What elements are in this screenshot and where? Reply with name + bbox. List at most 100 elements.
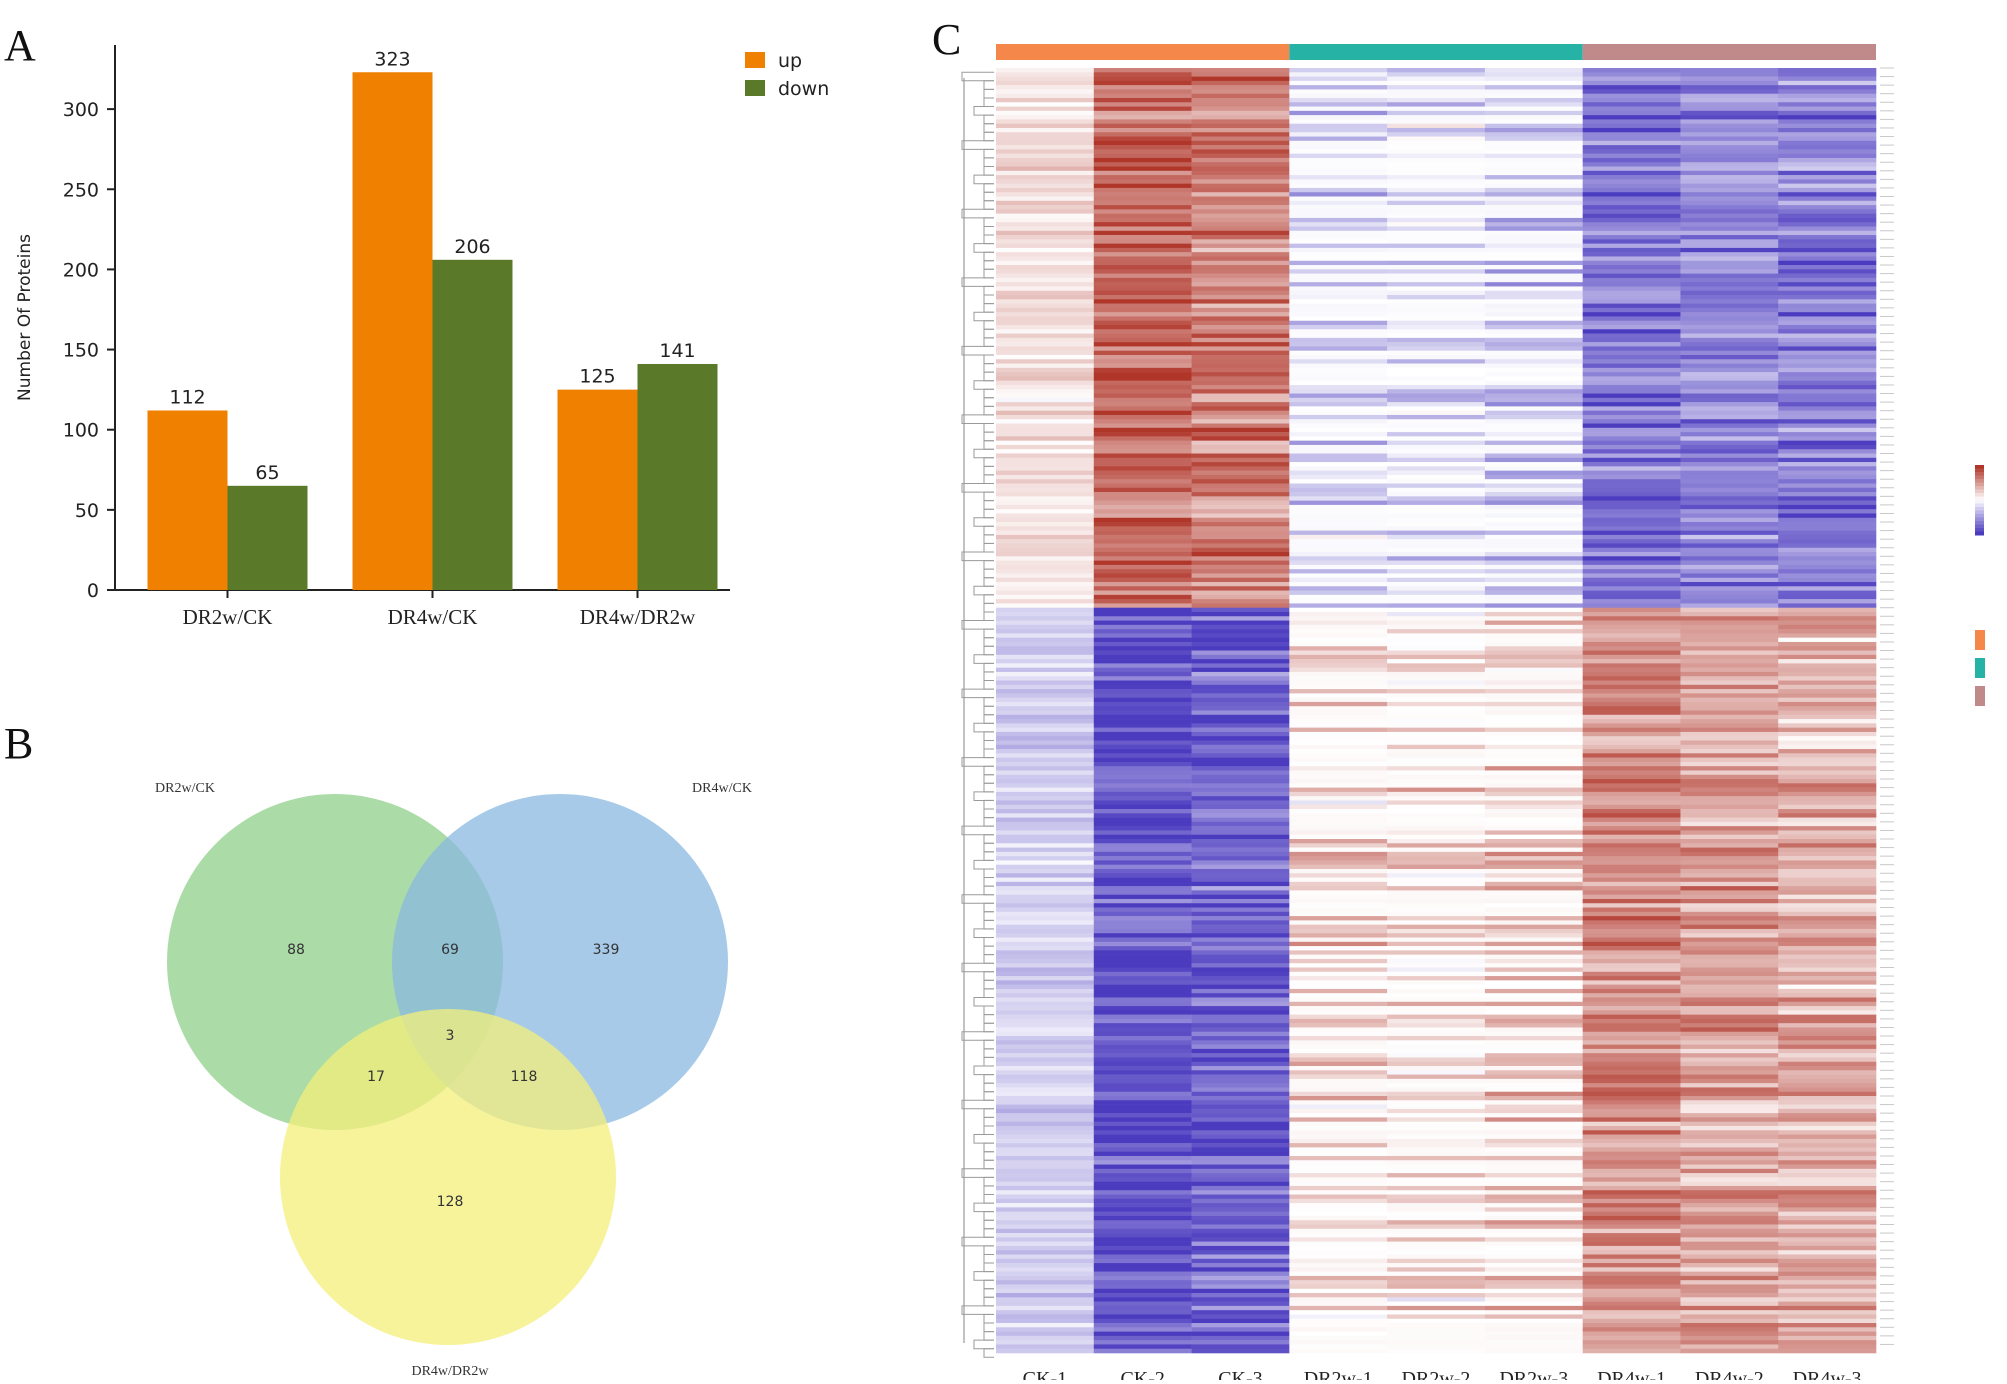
- heatmap-cell: [1484, 1036, 1583, 1041]
- heatmap-cell: [1484, 1121, 1583, 1127]
- heatmap-cell: [1582, 800, 1681, 806]
- heatmap-cell: [1191, 1066, 1290, 1071]
- heatmap-cell: [1093, 1305, 1192, 1311]
- heatmap-cell: [1191, 119, 1290, 124]
- heatmap-cell: [1778, 115, 1877, 120]
- heatmap-cell: [1582, 1164, 1681, 1170]
- heatmap-cell: [1484, 1160, 1583, 1165]
- dendrogram-branch: [973, 106, 994, 116]
- heatmap-cell: [996, 162, 1095, 167]
- dendrogram-branch: [983, 774, 994, 784]
- heatmap-cell: [1582, 1233, 1681, 1238]
- heatmap-cell: [1778, 898, 1877, 904]
- heatmap-cell: [1778, 1066, 1877, 1071]
- heatmap-cell: [1289, 440, 1388, 446]
- heatmap-cell: [1387, 517, 1486, 523]
- heatmap-cell: [1778, 813, 1877, 818]
- heatmap-cell: [1484, 1023, 1583, 1028]
- heatmap-cell: [1191, 1143, 1290, 1148]
- heatmap-cell: [1484, 72, 1583, 77]
- heatmap-cell: [1093, 766, 1192, 771]
- heatmap-cell: [1387, 1198, 1486, 1204]
- heatmap-cell: [1289, 796, 1388, 801]
- heatmap-cell: [1484, 200, 1583, 206]
- heatmap-cell: [1680, 1348, 1779, 1354]
- heatmap-cell: [1387, 217, 1486, 223]
- heatmap-cell: [1289, 247, 1388, 253]
- heatmap-cell: [1387, 509, 1486, 514]
- heatmap-cell: [1582, 646, 1681, 651]
- heatmap-cell: [1778, 526, 1877, 531]
- heatmap-cell: [1680, 624, 1779, 630]
- heatmap-cell: [1289, 106, 1388, 112]
- heatmap-cell: [1093, 265, 1192, 270]
- heatmap-cell: [1582, 890, 1681, 895]
- heatmap-cell: [1093, 312, 1192, 317]
- heatmap-cell: [1778, 239, 1877, 244]
- heatmap-cell: [1093, 492, 1192, 497]
- heatmap-cell: [1387, 140, 1486, 146]
- dendrogram-branch: [983, 148, 994, 159]
- heatmap-cell: [1778, 1018, 1877, 1024]
- heatmap-cell: [1582, 333, 1681, 339]
- heatmap-cell: [1191, 504, 1290, 510]
- heatmap-cell: [1289, 821, 1388, 827]
- heatmap-cell: [1289, 633, 1388, 638]
- heatmap-cell: [1191, 213, 1290, 219]
- heatmap-cell: [1191, 997, 1290, 1003]
- heatmap-cell: [1484, 710, 1583, 716]
- heatmap-cell: [1484, 1057, 1583, 1063]
- heatmap-cell: [1191, 569, 1290, 574]
- heatmap-cell: [996, 813, 1095, 818]
- heatmap-cell: [1778, 577, 1877, 583]
- heatmap-cell: [1387, 749, 1486, 754]
- heatmap-cell: [1484, 457, 1583, 463]
- heatmap-cell: [1191, 479, 1290, 484]
- heatmap-cell: [1289, 1245, 1388, 1251]
- heatmap-cell: [1778, 1185, 1877, 1191]
- heatmap-cell: [1387, 684, 1486, 690]
- heatmap-cell: [1191, 93, 1290, 99]
- heatmap-cell: [1484, 440, 1583, 446]
- heatmap-cell: [1680, 1293, 1779, 1298]
- heatmap-cell: [1680, 1207, 1779, 1212]
- heatmap-cell: [1778, 222, 1877, 227]
- heatmap-cell: [1093, 1233, 1192, 1238]
- heatmap-cell: [1289, 1173, 1388, 1178]
- heatmap-cell: [1191, 76, 1290, 82]
- heatmap-cell: [1289, 1348, 1388, 1354]
- heatmap-cell: [1484, 1280, 1583, 1285]
- heatmap-cell: [1191, 1134, 1290, 1140]
- dendrogram-branch: [973, 1271, 994, 1281]
- heatmap-cell: [1484, 196, 1583, 202]
- heatmap-cell: [1093, 723, 1192, 728]
- heatmap-cell: [1191, 924, 1290, 930]
- heatmap-cell: [1484, 286, 1583, 292]
- heatmap-cell: [1387, 650, 1486, 656]
- heatmap-cell: [1191, 620, 1290, 626]
- heatmap-cell: [1289, 1194, 1388, 1200]
- heatmap-cell: [1387, 920, 1486, 925]
- heatmap-cell: [1484, 641, 1583, 647]
- heatmap-cell: [1289, 504, 1388, 510]
- heatmap-cell: [1484, 736, 1583, 741]
- heatmap-cell: [1093, 586, 1192, 591]
- heatmap-cell: [1484, 706, 1583, 711]
- heatmap-cell: [1191, 937, 1290, 943]
- heatmap-cell: [1680, 1314, 1779, 1320]
- heatmap-cell: [1484, 80, 1583, 86]
- heatmap-cell: [1093, 149, 1192, 154]
- heatmap-cell: [996, 1155, 1095, 1161]
- heatmap-cell: [1680, 993, 1779, 998]
- heatmap-cell: [1582, 466, 1681, 471]
- heatmap-cell: [1484, 470, 1583, 476]
- heatmap-cell: [1387, 1023, 1486, 1028]
- heatmap-cell: [1093, 791, 1192, 797]
- heatmap-cell: [1191, 449, 1290, 454]
- heatmap-cell: [1484, 359, 1583, 364]
- heatmap-cell: [1680, 316, 1779, 322]
- heatmap-cell: [1191, 1267, 1290, 1272]
- heatmap-cell: [1680, 809, 1779, 814]
- heatmap-cell: [1191, 299, 1290, 304]
- heatmap-cell: [1778, 594, 1877, 600]
